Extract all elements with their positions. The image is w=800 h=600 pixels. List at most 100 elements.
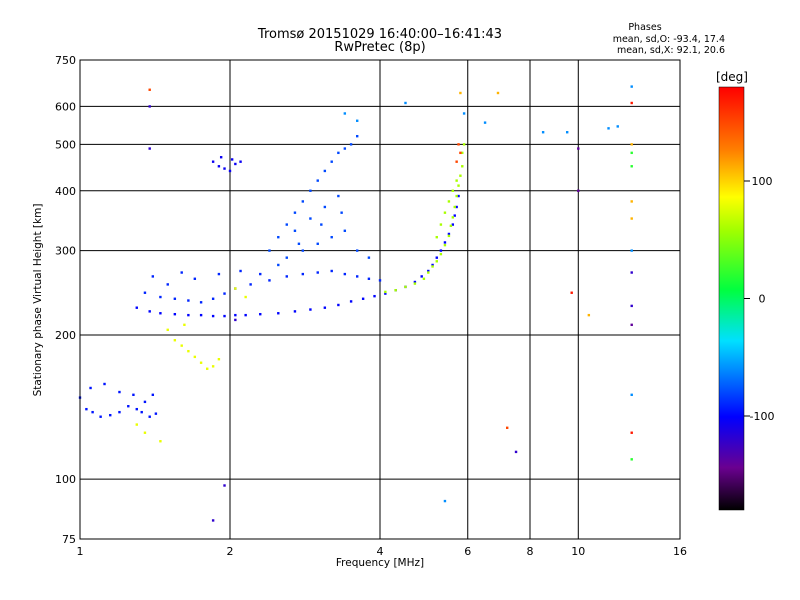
- data-point: [183, 323, 186, 327]
- data-point: [630, 200, 633, 203]
- data-point: [285, 223, 288, 226]
- x-tick-label: 10: [571, 545, 585, 558]
- data-point: [355, 249, 359, 252]
- data-point: [151, 275, 155, 278]
- data-point: [268, 249, 271, 252]
- data-point: [435, 260, 438, 263]
- data-point: [570, 291, 573, 294]
- colorbar-gradient: [718, 86, 745, 511]
- data-point: [234, 287, 237, 290]
- data-point: [461, 151, 464, 155]
- data-point: [230, 158, 234, 161]
- data-point: [337, 151, 340, 155]
- x-tick-label: 16: [673, 545, 687, 558]
- data-point: [173, 339, 177, 342]
- data-point: [439, 223, 443, 226]
- data-point: [301, 249, 305, 252]
- data-point: [135, 423, 138, 426]
- data-point: [249, 283, 252, 286]
- data-point: [413, 282, 417, 285]
- data-point: [143, 291, 147, 294]
- data-point: [349, 300, 353, 303]
- data-point: [420, 275, 423, 278]
- data-point: [355, 275, 359, 278]
- data-point: [234, 318, 237, 322]
- data-point: [447, 232, 451, 236]
- y-tick-label: 300: [55, 245, 76, 258]
- data-point: [173, 297, 177, 300]
- chart-subtitle: RwPretec (8p): [334, 40, 426, 55]
- data-point: [451, 189, 455, 192]
- y-tick-label: 750: [55, 54, 76, 67]
- data-point: [457, 143, 460, 146]
- stats-x-mode: mean, sd,X: 92.1, 20.6: [616, 45, 725, 56]
- plot-frame: [79, 59, 681, 540]
- data-point: [453, 205, 456, 209]
- data-point: [234, 162, 237, 166]
- colorbar-tick-label: 0: [759, 293, 766, 306]
- y-tick-label: 200: [55, 329, 76, 342]
- data-point: [132, 393, 135, 397]
- data-point: [439, 252, 443, 256]
- data-point: [483, 121, 487, 124]
- data-point: [340, 211, 343, 214]
- data-point: [367, 256, 371, 259]
- data-point: [199, 361, 203, 364]
- data-point: [234, 313, 237, 317]
- data-points: [78, 85, 633, 522]
- data-point: [173, 312, 177, 316]
- data-point: [323, 306, 327, 309]
- data-point: [187, 313, 190, 317]
- data-point: [630, 85, 633, 88]
- data-point: [361, 297, 365, 300]
- data-point: [166, 328, 169, 332]
- y-tick-label: 600: [55, 100, 76, 113]
- x-tick-label: 6: [464, 545, 471, 558]
- data-point: [355, 134, 359, 138]
- data-point: [277, 312, 280, 315]
- data-point: [217, 165, 221, 168]
- data-point: [99, 415, 102, 418]
- data-point: [293, 310, 297, 313]
- y-tick-label: 100: [55, 473, 76, 486]
- data-point: [85, 407, 88, 411]
- data-point: [565, 131, 569, 134]
- data-point: [187, 349, 190, 353]
- x-tick-label: 1: [77, 545, 84, 558]
- data-point: [451, 216, 455, 219]
- data-point: [143, 400, 147, 404]
- data-point: [211, 314, 215, 318]
- data-point: [455, 194, 458, 198]
- data-point: [118, 390, 121, 394]
- data-point: [457, 194, 460, 198]
- data-point: [293, 229, 297, 232]
- data-point: [630, 165, 633, 168]
- data-point: [541, 131, 545, 134]
- data-point: [459, 151, 462, 155]
- data-point: [343, 112, 347, 115]
- data-point: [577, 147, 580, 150]
- data-point: [453, 214, 456, 217]
- data-point: [330, 160, 333, 163]
- data-point: [337, 303, 340, 307]
- data-point: [268, 279, 271, 282]
- data-point: [223, 167, 226, 170]
- data-point: [384, 292, 387, 295]
- data-point: [457, 184, 460, 187]
- data-point: [355, 119, 359, 122]
- data-point: [443, 211, 447, 214]
- data-point: [301, 272, 305, 276]
- data-point: [427, 269, 430, 273]
- data-point: [373, 294, 376, 298]
- data-point: [293, 211, 297, 214]
- data-point: [143, 431, 147, 434]
- data-point: [443, 241, 447, 244]
- data-point: [630, 393, 633, 397]
- data-point: [148, 88, 151, 91]
- data-point: [148, 415, 151, 418]
- data-point: [496, 91, 500, 95]
- y-axis-label: Stationary phase Virtual Height [km]: [32, 203, 44, 397]
- data-point: [607, 127, 610, 130]
- data-point: [309, 189, 312, 192]
